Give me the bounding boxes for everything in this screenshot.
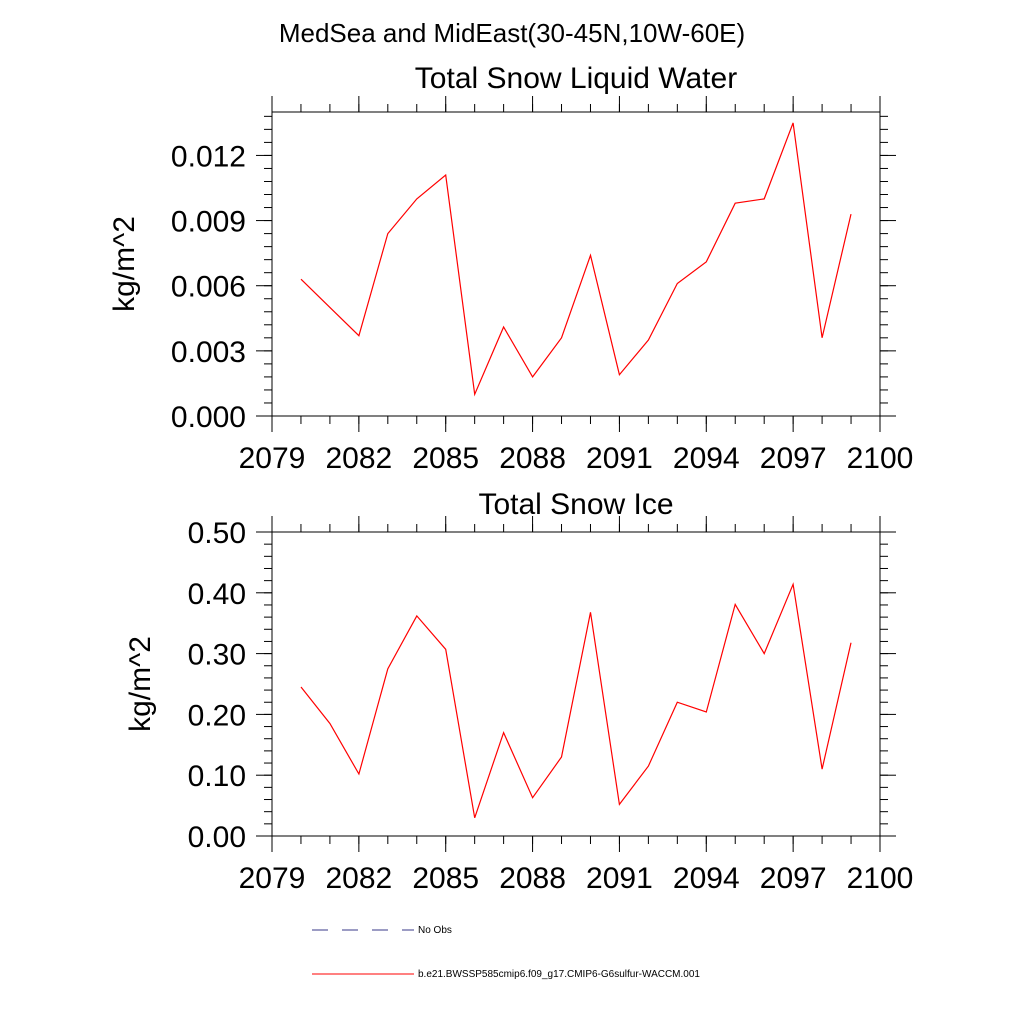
y-tick-label: 0.003 xyxy=(171,336,246,369)
x-tick-label: 2100 xyxy=(847,442,914,475)
y-axis-label: kg/m^2 xyxy=(108,216,141,312)
y-tick-label: 0.40 xyxy=(188,578,246,611)
y-tick-label: 0.000 xyxy=(171,401,246,434)
y-tick-label: 0.10 xyxy=(188,760,246,793)
y-tick-label: 0.20 xyxy=(188,699,246,732)
figure-suptitle: MedSea and MidEast(30-45N,10W-60E) xyxy=(279,18,745,48)
y-axis-label: kg/m^2 xyxy=(124,636,157,732)
y-tick-label: 0.00 xyxy=(188,821,246,854)
chart-title: Total Snow Ice xyxy=(478,488,673,521)
legend-label: b.e21.BWSSP585cmip6.f09_g17.CMIP6-G6sulf… xyxy=(418,969,700,980)
chart-panel-snow-liquid-water: Total Snow Liquid Water kg/m^2 2079 2082 2… xyxy=(108,62,913,475)
y-tick-label: 0.006 xyxy=(171,271,246,304)
x-tick-label: 2097 xyxy=(760,862,827,895)
y-tick-label: 0.009 xyxy=(171,206,246,239)
x-tick-label: 2088 xyxy=(499,862,566,895)
x-tick-label: 2088 xyxy=(499,442,566,475)
y-tick-label: 0.30 xyxy=(188,639,246,672)
x-tick-label: 2079 xyxy=(239,862,306,895)
x-tick-label: 2085 xyxy=(412,442,479,475)
chart-panel-snow-ice: Total Snow Ice kg/m^2 2079 2082 2085 2088 20… xyxy=(124,488,913,895)
y-tick-label: 0.50 xyxy=(188,517,246,550)
x-tick-label: 2097 xyxy=(760,442,827,475)
legend-label: No Obs xyxy=(418,925,452,936)
series-line xyxy=(300,122,852,397)
legend: No Obs b.e21.BWSSP585cmip6.f09_g17.CMIP6… xyxy=(312,925,700,980)
x-tick-label: 2082 xyxy=(325,862,392,895)
x-tick-label: 2094 xyxy=(673,442,740,475)
x-tick-label: 2085 xyxy=(412,862,479,895)
x-tick-label: 2082 xyxy=(325,442,392,475)
x-tick-label: 2091 xyxy=(586,442,653,475)
plot-frame xyxy=(271,111,881,417)
x-tick-label: 2091 xyxy=(586,862,653,895)
x-tick-label: 2079 xyxy=(239,442,306,475)
chart-title: Total Snow Liquid Water xyxy=(415,62,737,95)
series-line xyxy=(300,582,852,818)
x-tick-label: 2094 xyxy=(673,862,740,895)
y-tick-label: 0.012 xyxy=(171,140,246,173)
x-tick-label: 2100 xyxy=(847,862,914,895)
plot-frame xyxy=(271,531,881,837)
